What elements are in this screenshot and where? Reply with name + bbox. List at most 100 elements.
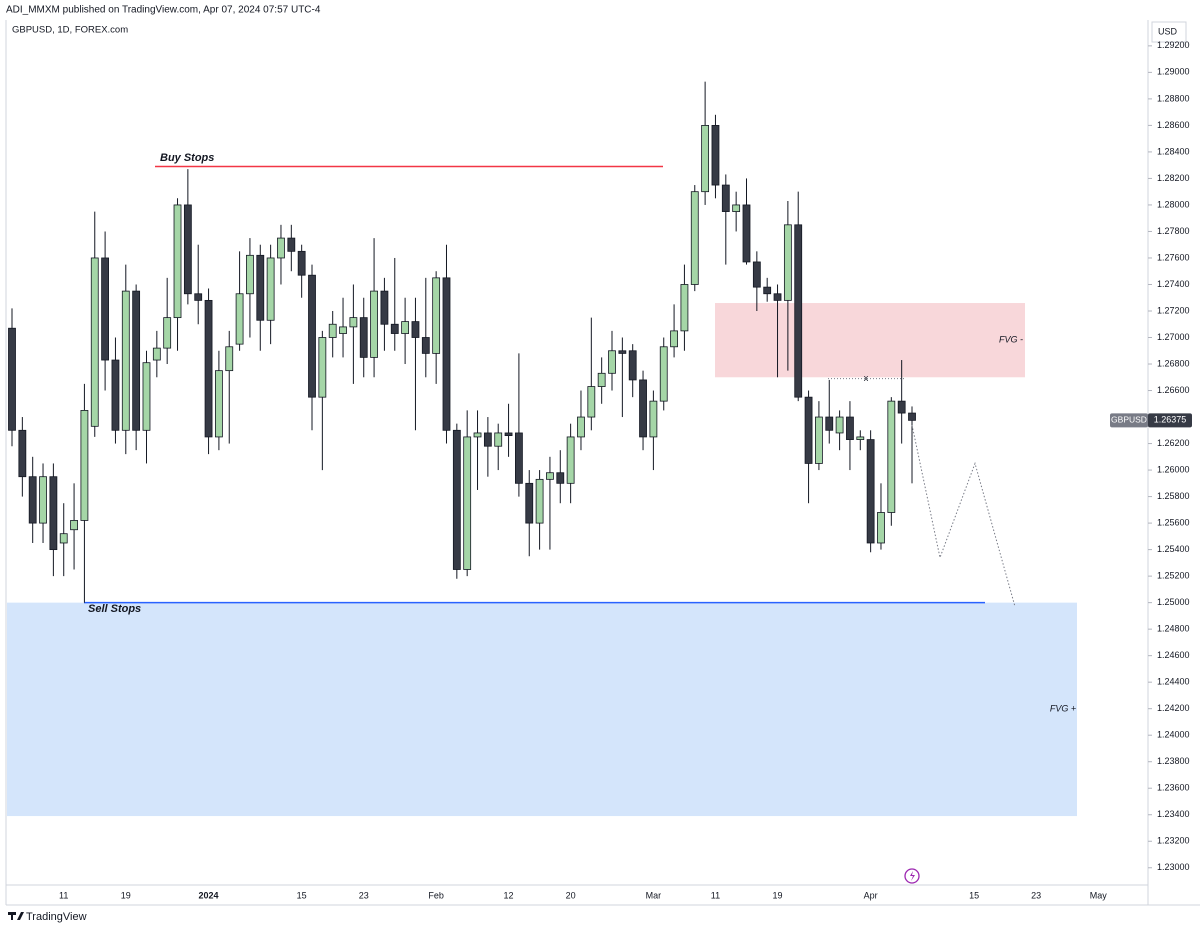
candle-body [142, 362, 151, 431]
candle-body [804, 396, 813, 464]
x-tick-label: Apr [864, 890, 878, 900]
candle-body [18, 429, 27, 478]
candle-body [670, 330, 678, 348]
candle-body [421, 337, 430, 354]
plot-layer [7, 303, 1077, 817]
price-tag-value: 1.26375 [1154, 415, 1187, 425]
candle-body [318, 337, 327, 398]
y-tick-label: 1.26800 [1157, 358, 1190, 368]
y-tick-label: 1.23400 [1157, 809, 1190, 819]
level-label: Buy Stops [160, 152, 214, 164]
candle-body [442, 277, 451, 431]
candle-body [214, 370, 223, 438]
candle-body [566, 436, 575, 484]
publisher-line: ADI_MMXM published on TradingView.com, A… [6, 5, 321, 16]
candle-body [287, 237, 296, 252]
candle-body [297, 250, 306, 276]
y-tick-label: 1.27200 [1157, 305, 1190, 315]
candle-body [773, 293, 782, 301]
y-tick-label: 1.24200 [1157, 703, 1190, 713]
candle-body [783, 224, 792, 301]
y-tick-label: 1.29000 [1157, 67, 1190, 77]
candle-body [680, 284, 689, 332]
y-tick-label: 1.25000 [1157, 597, 1190, 607]
candle-body [846, 416, 854, 440]
level-label: Sell Stops [88, 603, 141, 615]
currency-label: USD [1158, 26, 1178, 36]
candle-body [49, 476, 58, 551]
x-tick-label: 15 [969, 890, 979, 900]
y-tick-label: 1.25600 [1157, 517, 1190, 527]
price-tag-box [1148, 413, 1192, 428]
y-tick-label: 1.28800 [1157, 93, 1190, 103]
footer-brand: TradingView [26, 911, 87, 923]
candle-body [866, 439, 875, 544]
candle-body [763, 286, 772, 295]
candle-body [452, 429, 461, 570]
candle-body [121, 290, 130, 431]
candle-body [856, 436, 865, 440]
candle-body [887, 400, 896, 513]
candle-body [815, 416, 823, 464]
candle-body [411, 321, 420, 338]
y-tick-label: 1.23200 [1157, 836, 1190, 846]
candle-body [359, 317, 368, 358]
candle-body [8, 327, 16, 431]
candle-body [152, 347, 161, 361]
candle-body [70, 520, 78, 531]
candle-body [401, 321, 410, 334]
alert-icon[interactable] [904, 868, 920, 884]
candle-body [246, 254, 254, 295]
y-tick-label: 1.28200 [1157, 173, 1190, 183]
candle-body [587, 386, 596, 418]
candle-body [535, 478, 544, 524]
y-tick-label: 1.23800 [1157, 756, 1190, 766]
candle-body [473, 432, 482, 438]
candle-body [225, 346, 234, 372]
y-tick-label: 1.28000 [1157, 199, 1190, 209]
y-tick-label: 1.27000 [1157, 332, 1190, 342]
fvg-label: FVG - [999, 335, 1023, 345]
candle-body [546, 472, 554, 480]
fvg-zone [715, 303, 1025, 378]
x-tick-label: May [1090, 890, 1108, 900]
candle-body [825, 416, 834, 431]
candle-body [463, 436, 472, 570]
candle-body [628, 350, 637, 381]
candle-body [515, 432, 523, 484]
y-tick-label: 1.24800 [1157, 624, 1190, 634]
candle-body [483, 432, 492, 447]
y-tick-label: 1.24600 [1157, 650, 1190, 660]
y-tick-label: 1.27800 [1157, 226, 1190, 236]
candle-body [742, 204, 751, 263]
candle-body [80, 410, 89, 521]
candle-body [577, 416, 585, 438]
candle-body [59, 533, 68, 544]
y-tick-label: 1.23600 [1157, 783, 1190, 793]
candle-body [194, 293, 203, 301]
y-tick-label: 1.27600 [1157, 252, 1190, 262]
x-tick-label: 23 [359, 890, 369, 900]
candle-body [618, 350, 627, 354]
candle-body [380, 290, 389, 325]
candle-body [39, 476, 47, 524]
candle-body [132, 290, 141, 431]
x-tick-label: 19 [121, 890, 131, 900]
y-tick-label: 1.26600 [1157, 385, 1190, 395]
y-tick-label: 1.25200 [1157, 570, 1190, 580]
candle-body [256, 254, 265, 321]
y-tick-label: 1.23000 [1157, 862, 1190, 872]
x-tick-label: 15 [297, 890, 307, 900]
fvg-zone [7, 602, 1077, 817]
x-tick-label: 19 [773, 890, 783, 900]
price-tag-symbol: GBPUSD [1111, 415, 1147, 425]
candle-body [690, 191, 699, 285]
price-tag-symbol-box [1110, 413, 1148, 428]
projection-path [911, 424, 1016, 607]
candle-body [28, 476, 37, 524]
candle-body [173, 204, 182, 319]
level-label: x [864, 373, 869, 383]
y-tick-label: 1.24400 [1157, 677, 1190, 687]
